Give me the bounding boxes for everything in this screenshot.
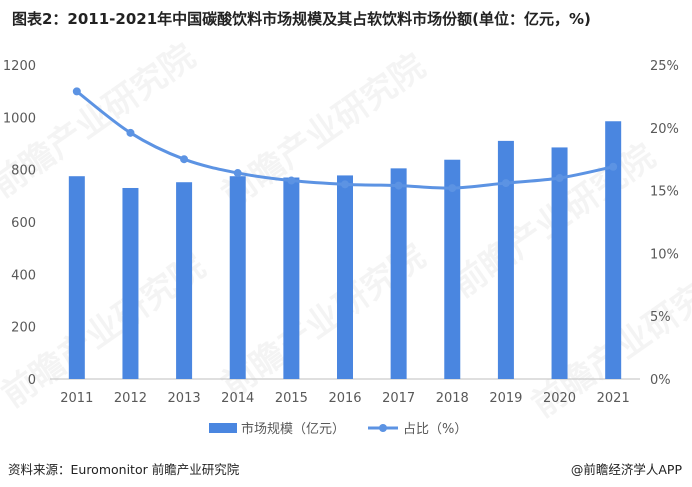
bar [390, 168, 407, 379]
y-left-tick-label: 1000 [3, 111, 36, 126]
y-left-tick-label: 400 [11, 268, 36, 283]
x-tick-label: 2017 [382, 391, 415, 406]
y-right-tick-label: 25% [650, 59, 679, 74]
share-point [501, 179, 510, 188]
y-right-tick-label: 10% [650, 247, 679, 262]
y-left-tick-label: 1200 [3, 59, 36, 74]
share-point [72, 87, 81, 96]
bar [283, 177, 300, 379]
share-point [341, 180, 349, 189]
share-point [609, 162, 618, 171]
y-right-tick-label: 20% [650, 122, 679, 137]
bar [122, 187, 139, 379]
x-tick-label: 2016 [328, 391, 361, 406]
y-right-tick-label: 15% [650, 185, 679, 200]
bar [497, 140, 514, 379]
share-point [126, 128, 135, 137]
y-left-tick-label: 200 [11, 321, 36, 336]
x-tick-label: 2018 [436, 391, 469, 406]
y-right-tick-label: 0% [650, 373, 671, 388]
y-left-tick-label: 600 [11, 216, 36, 231]
y-left-tick-label: 800 [11, 164, 36, 179]
legend-line-marker [379, 424, 387, 432]
legend-line-label: 占比（%） [403, 422, 467, 437]
share-point [233, 169, 242, 178]
legend-bar-label: 市场规模（亿元） [241, 421, 345, 437]
bar [337, 175, 353, 379]
x-tick-label: 2012 [114, 391, 147, 406]
y-right-tick-label: 5% [650, 310, 671, 325]
brand-credit: @前瞻经济学人APP [570, 462, 682, 477]
share-point [287, 176, 296, 185]
x-tick-label: 2014 [221, 391, 254, 406]
x-tick-label: 2015 [275, 391, 308, 406]
bar [68, 176, 85, 379]
y-left-tick-label: 0 [28, 373, 36, 388]
bar [176, 182, 193, 379]
share-point [555, 174, 564, 183]
share-point [180, 155, 189, 164]
share-point [394, 181, 403, 190]
legend-bar-swatch [209, 423, 237, 433]
x-tick-label: 2019 [489, 391, 522, 406]
x-tick-label: 2013 [168, 391, 201, 406]
x-tick-label: 2020 [543, 391, 576, 406]
chart-title: 图表2：2011-2021年中国碳酸饮料市场规模及其占软饮料市场份额(单位：亿元… [12, 10, 591, 28]
bar [605, 121, 622, 379]
x-tick-label: 2021 [597, 391, 630, 406]
bar [551, 147, 568, 379]
source-note: 资料来源：Euromonitor 前瞻产业研究院 [8, 462, 240, 477]
bar [229, 176, 246, 379]
bar [444, 159, 461, 379]
share-point [448, 184, 457, 193]
x-tick-label: 2011 [60, 391, 93, 406]
